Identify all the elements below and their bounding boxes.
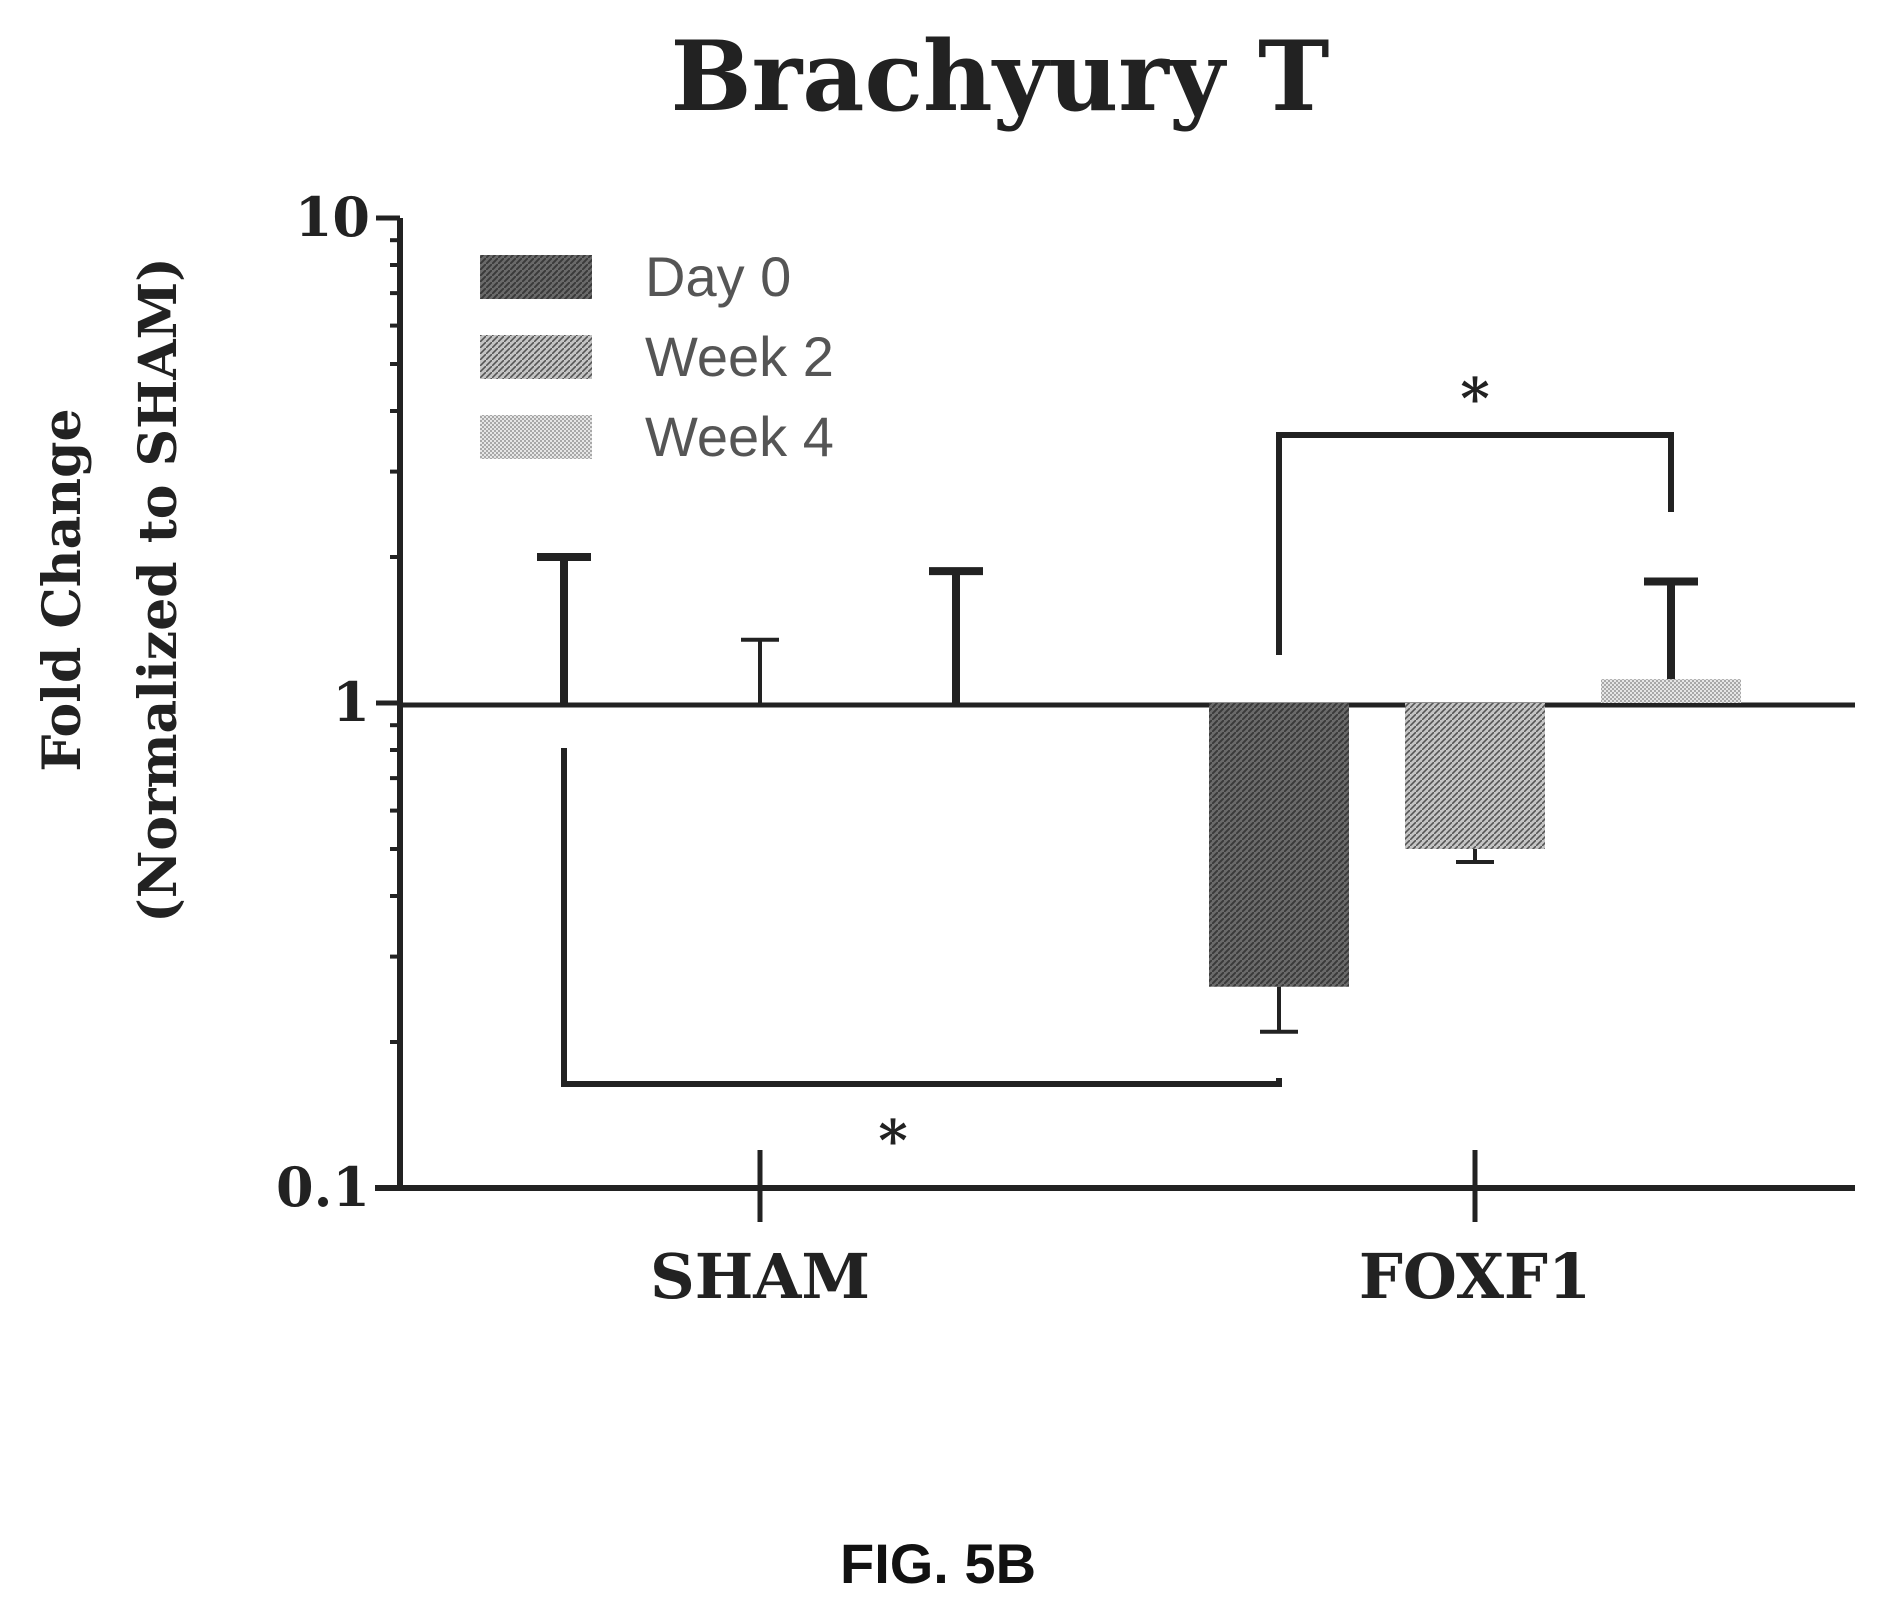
x-ticks: SHAM FOXF1 [650,1150,1591,1313]
y-axis: 10 1 0.1 [276,185,403,1219]
legend-swatch [480,255,592,299]
y-tick-label: 10 [295,185,370,249]
bar [1209,703,1349,987]
chart-title: Brachyury T [671,20,1330,133]
legend-label: Day 0 [645,245,791,308]
figure-label: FIG. 5B [840,1532,1036,1595]
y-axis-label-line1: Fold Change [32,408,93,771]
y-axis-label-line2: (Normalized to SHAM) [128,257,189,923]
legend-swatch [480,335,592,379]
bars [537,553,1741,1034]
y-axis-label: Fold Change (Normalized to SHAM) [32,257,189,923]
legend: Day 0 Week 2 Week 4 [480,245,834,468]
bar [1405,703,1545,849]
legend-label: Week 2 [645,325,834,388]
legend-swatch [480,415,592,459]
legend-label: Week 4 [645,405,834,468]
y-tick-label: 0.1 [276,1155,370,1219]
bar [1601,679,1741,703]
y-tick-label: 1 [332,670,370,734]
bracket-sham-vs-foxf1 [561,748,1282,1087]
y-minor-ticks [390,238,400,1045]
y-major-ticks: 10 1 0.1 [276,185,400,1219]
x-axis: SHAM FOXF1 [375,702,1855,1313]
significance-star: * [878,1108,907,1174]
significance-brackets: ** [561,366,1674,1174]
bracket-foxf1-day0-vs-week4 [1276,432,1674,655]
x-tick-label: FOXF1 [1359,1240,1591,1313]
significance-star: * [1460,366,1489,432]
x-tick-label: SHAM [650,1240,870,1313]
